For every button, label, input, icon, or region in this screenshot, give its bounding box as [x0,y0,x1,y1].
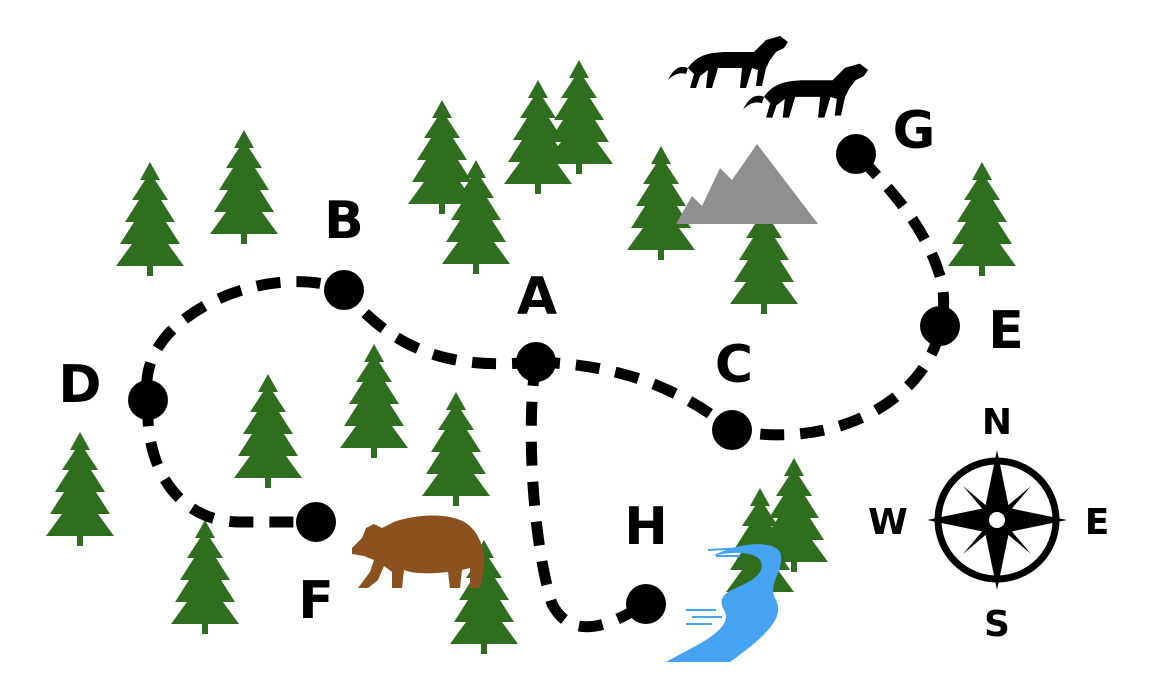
tree-icon [46,432,114,546]
tree-icon [171,520,239,634]
waypoint-d-label: D [58,355,101,415]
dashed-trail [141,150,950,633]
waypoint-e-label: E [988,301,1024,361]
waypoint-c-label: C [715,335,753,395]
waypoint-b-label: B [324,191,364,251]
tree-icon [340,344,408,458]
tree-icon [116,162,184,276]
waypoint-h-label: H [624,497,668,557]
waypoint-a-dot[interactable] [516,342,556,382]
waypoint-f-dot[interactable] [296,502,336,542]
river-icon [666,544,782,662]
waypoint-c-dot[interactable] [712,410,752,450]
waypoint-a-label: A [517,267,557,327]
tree-icon [234,374,302,488]
bear-icon [352,515,485,588]
waypoint-g-dot[interactable] [836,134,876,174]
tree-icon [422,392,490,506]
waypoint-d-dot[interactable] [128,380,168,420]
waypoint-g-label: G [893,101,936,161]
tree-icon [210,130,278,244]
waypoint-labels: A B C D E F G H [58,101,1023,631]
compass-south-label: S [984,604,1010,645]
tree-icon [627,146,695,260]
wolf-icon [668,36,788,88]
compass-west-label: W [868,502,908,543]
waypoint-e-dot[interactable] [920,306,960,346]
compass-east-label: E [1085,502,1110,543]
waypoint-b-dot[interactable] [324,270,364,310]
waypoints [128,134,960,624]
tree-icon [948,162,1016,276]
mountain-icon [676,144,818,224]
compass-rose-icon [927,450,1067,590]
waypoint-f-label: F [298,571,334,631]
waypoint-h-dot[interactable] [626,584,666,624]
compass-north-label: N [982,402,1012,443]
